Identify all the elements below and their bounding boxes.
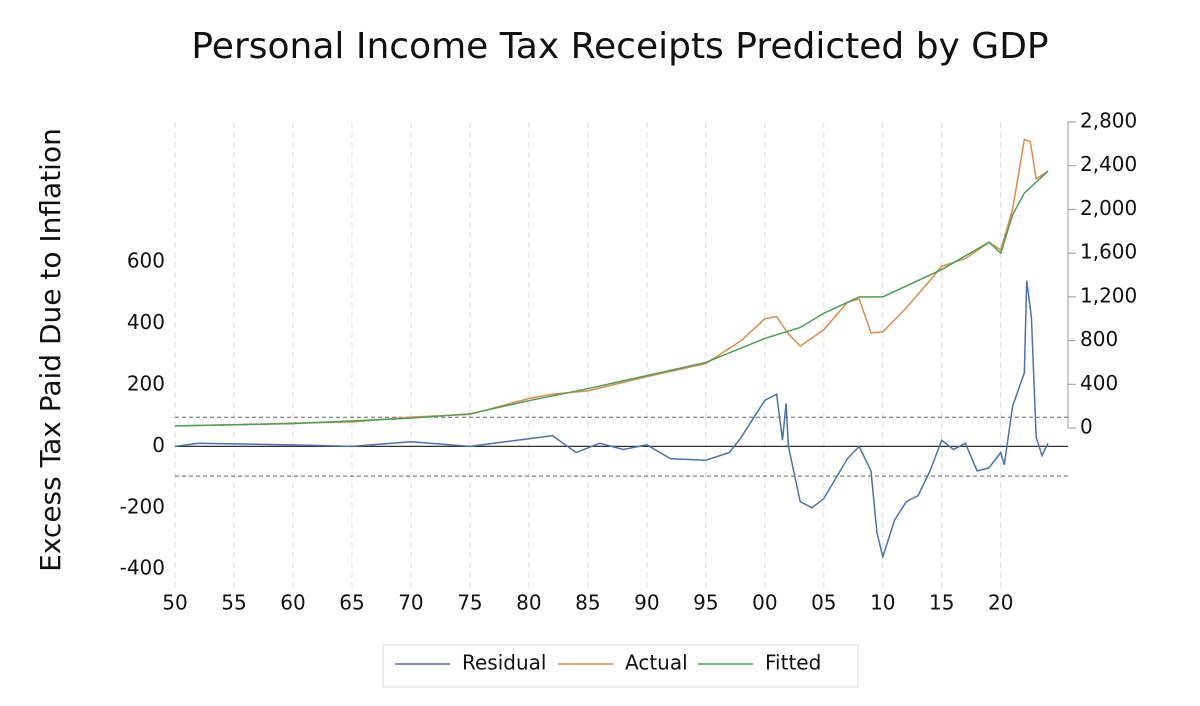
y-axis-label: Excess Tax Paid Due to Inflation xyxy=(34,128,67,572)
x-tick-label: 60 xyxy=(280,591,305,615)
x-tick-label: 50 xyxy=(162,591,187,615)
x-tick-label: 75 xyxy=(457,591,482,615)
y2-tick-label: 400 xyxy=(1080,371,1118,395)
y2-tick-label: 1,200 xyxy=(1080,283,1137,307)
x-tick-label: 55 xyxy=(221,591,246,615)
x-tick-label: 70 xyxy=(398,591,423,615)
legend-box xyxy=(382,644,859,688)
y-tick-label: 0 xyxy=(152,433,165,457)
y-tick-label: -200 xyxy=(120,494,165,518)
x-tick-label: 00 xyxy=(752,591,777,615)
x-tick-label: 90 xyxy=(634,591,659,615)
y2-tick-label: 1,600 xyxy=(1080,240,1137,264)
x-tick-label: 15 xyxy=(929,591,954,615)
y-tick-label: -400 xyxy=(120,556,165,580)
y2-tick-label: 0 xyxy=(1080,415,1093,439)
x-tick-label: 80 xyxy=(516,591,541,615)
legend-label: Residual xyxy=(462,651,546,675)
x-tick-label: 10 xyxy=(870,591,895,615)
y-tick-label: 200 xyxy=(127,372,165,396)
legend-label: Actual xyxy=(625,651,688,675)
x-tick-label: 05 xyxy=(811,591,836,615)
y2-tick-label: 2,800 xyxy=(1080,109,1137,133)
x-tick-label: 20 xyxy=(988,591,1013,615)
y2-tick-label: 2,400 xyxy=(1080,152,1137,176)
y2-tick-label: 2,000 xyxy=(1080,196,1137,220)
y-tick-label: 600 xyxy=(127,249,165,273)
x-tick-label: 95 xyxy=(693,591,718,615)
x-tick-label: 85 xyxy=(575,591,600,615)
legend-label: Fitted xyxy=(765,651,821,675)
x-tick-label: 65 xyxy=(339,591,364,615)
y2-tick-label: 800 xyxy=(1080,327,1118,351)
y-tick-label: 400 xyxy=(127,310,165,334)
line-series xyxy=(174,280,1049,560)
chart-title: Personal Income Tax Receipts Predicted b… xyxy=(191,26,1048,67)
line-series xyxy=(174,170,1049,427)
